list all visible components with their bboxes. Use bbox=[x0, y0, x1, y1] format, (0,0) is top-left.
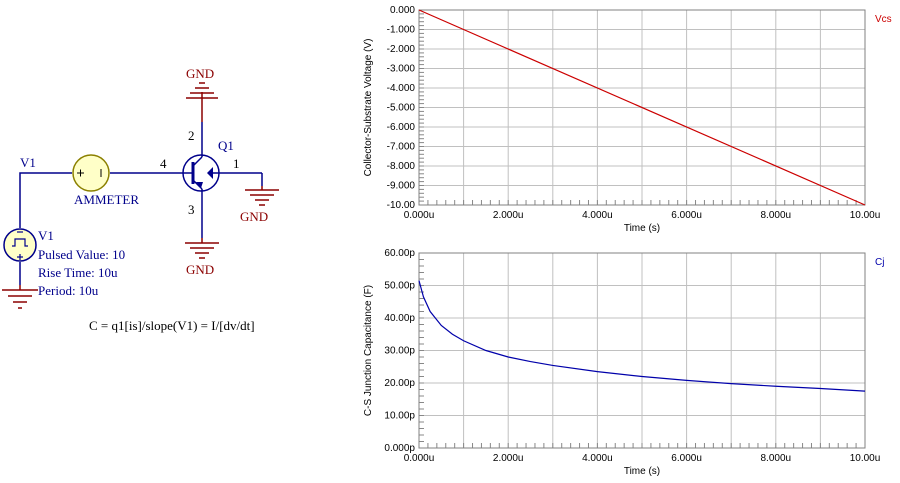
capacitance-chart: 60.00p 50.00p 40.00p 30.00p 20.00p 10.00p 0.00… bbox=[363, 248, 884, 477]
ammeter[interactable] bbox=[72, 154, 110, 192]
transistor-label-q1: Q1 bbox=[218, 138, 234, 153]
x-tick-label: 4.000u bbox=[582, 210, 613, 221]
node-label-3: 3 bbox=[188, 202, 195, 217]
x-tick-label: 4.000u bbox=[582, 453, 613, 464]
y-tick-label: -4.000 bbox=[387, 83, 416, 94]
legend-label-cj: Cj bbox=[875, 257, 884, 268]
node-label-4: 4 bbox=[160, 156, 167, 171]
gnd-label-top: GND bbox=[186, 66, 214, 81]
x-tick-label: 10.00u bbox=[850, 453, 881, 464]
series-line-cj bbox=[418, 280, 866, 392]
plot-frame bbox=[418, 252, 866, 449]
y-tick-label: 50.00p bbox=[384, 281, 415, 292]
y-tick-label: 0.000 bbox=[390, 5, 415, 16]
y-tick-label: -1.000 bbox=[387, 25, 416, 36]
gnd-label-right: GND bbox=[240, 209, 268, 224]
voltage-chart: 0.000 -1.000 -2.000 -3.000 -4.000 -5.000 -6.00… bbox=[363, 5, 892, 234]
gnd-symbol-source bbox=[2, 285, 38, 309]
legend-label-vcs: Vcs bbox=[875, 14, 892, 25]
x-axis-label: Time (s) bbox=[624, 466, 660, 477]
y-tick-label: -7.000 bbox=[387, 142, 416, 153]
y-tick-label: 20.00p bbox=[384, 378, 415, 389]
x-tick-label: 2.000u bbox=[493, 210, 524, 221]
y-tick-label: 30.00p bbox=[384, 346, 415, 357]
x-tick-label: 0.000u bbox=[404, 453, 435, 464]
x-tick-label: 8.000u bbox=[761, 210, 792, 221]
x-tick-label: 0.000u bbox=[404, 210, 435, 221]
substrate-mark bbox=[207, 167, 213, 179]
y-tick-label: -5.000 bbox=[387, 103, 416, 114]
capacitance-equation: C = q1[is]/slope(V1) = I/[dv/dt] bbox=[89, 318, 255, 333]
pulse-source-v1[interactable] bbox=[3, 228, 37, 262]
y-axis-label: C-S Junction Capacitance (F) bbox=[363, 285, 374, 416]
wires bbox=[19, 172, 182, 285]
y-tick-label: 10.00p bbox=[384, 411, 415, 422]
x-tick-label: 6.000u bbox=[671, 210, 702, 221]
y-axis-label: Collector-Substrate Voltage (V) bbox=[363, 39, 374, 177]
y-tick-label: -9.000 bbox=[387, 181, 416, 192]
y-tick-label: 0.000p bbox=[384, 443, 415, 454]
x-tick-label: 6.000u bbox=[671, 453, 702, 464]
x-tick-label: 8.000u bbox=[761, 453, 792, 464]
x-tick-label: 2.000u bbox=[493, 453, 524, 464]
gnd-symbol-right bbox=[245, 186, 279, 206]
emitter-arrow bbox=[196, 182, 203, 188]
y-tick-label: -3.000 bbox=[387, 64, 416, 75]
gnd-symbol-bottom bbox=[185, 238, 219, 259]
x-tick-label: 10.00u bbox=[850, 210, 881, 221]
y-tick-label: 60.00p bbox=[384, 248, 415, 259]
y-tick-label: 40.00p bbox=[384, 313, 415, 324]
y-tick-label: -8.000 bbox=[387, 161, 416, 172]
wire-v1-ammeter bbox=[19, 172, 72, 228]
gnd-symbol-top bbox=[186, 82, 218, 122]
y-tick-label: -2.000 bbox=[387, 44, 416, 55]
gnd-label-bottom: GND bbox=[186, 262, 214, 277]
transistor-q1[interactable] bbox=[182, 122, 263, 238]
plot-frame bbox=[418, 9, 866, 206]
ammeter-label: AMMETER bbox=[74, 192, 139, 207]
source-pulsed-value: Pulsed Value: 10 bbox=[38, 247, 125, 262]
node-label-2: 2 bbox=[188, 128, 195, 143]
circuit-schematic: V1 AMMETER 4 1 2 3 Q1 GND GND GND V1 Pul… bbox=[2, 66, 279, 333]
x-axis-label: Time (s) bbox=[624, 223, 660, 234]
source-period: Period: 10u bbox=[38, 283, 99, 298]
source-name: V1 bbox=[38, 228, 54, 243]
node-label-1: 1 bbox=[233, 156, 240, 171]
net-label-v1: V1 bbox=[20, 155, 36, 170]
series-line-vcs bbox=[418, 9, 866, 206]
source-rise-time: Rise Time: 10u bbox=[38, 265, 118, 280]
y-tick-label: -10.00 bbox=[387, 200, 416, 211]
y-tick-label: -6.000 bbox=[387, 122, 416, 133]
